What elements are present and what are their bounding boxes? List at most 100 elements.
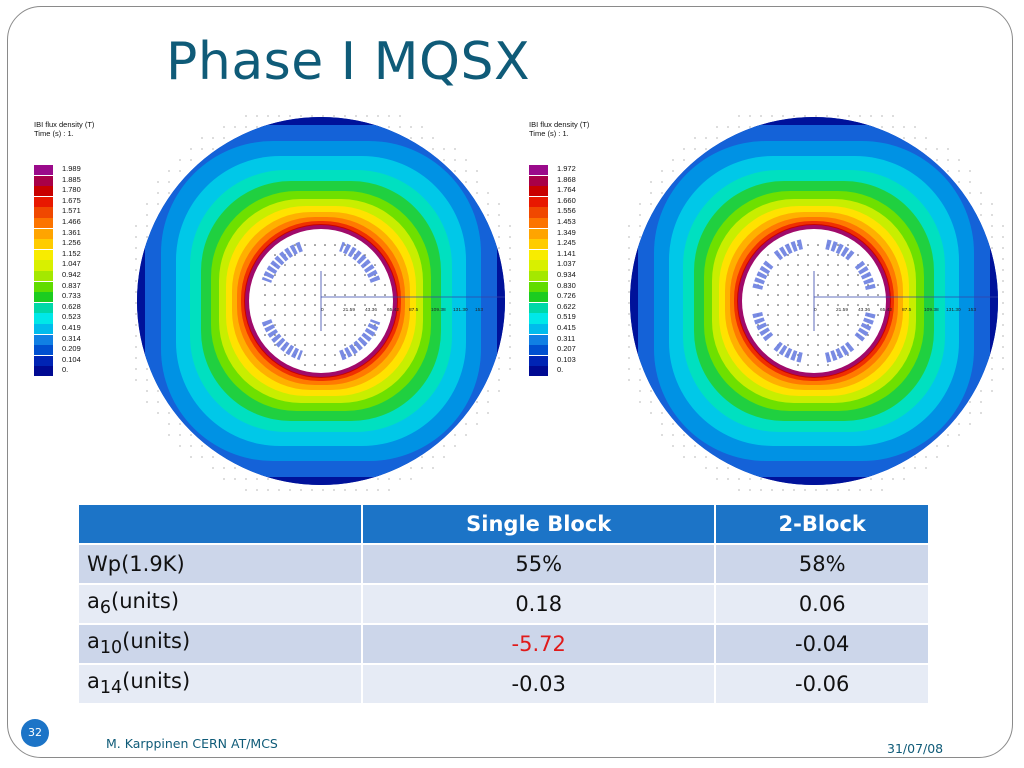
grid-dot bbox=[135, 302, 137, 304]
grid-dot bbox=[454, 159, 456, 161]
grid-dot bbox=[509, 313, 511, 315]
legend-swatch bbox=[34, 239, 53, 250]
grid-dot bbox=[421, 456, 423, 458]
grid-dot bbox=[628, 357, 630, 359]
legend-value: 1.245 bbox=[557, 238, 576, 248]
legend-value: 0.934 bbox=[557, 269, 576, 279]
grid-dot bbox=[454, 148, 456, 150]
grid-dot bbox=[509, 368, 511, 370]
table-row: a14(units) -0.03 -0.06 bbox=[79, 665, 928, 703]
field-arrow bbox=[344, 304, 346, 306]
field-arrow bbox=[797, 284, 799, 286]
field-arrow bbox=[334, 354, 336, 356]
field-arrow bbox=[797, 334, 799, 336]
legend-value: 0.311 bbox=[557, 333, 576, 343]
field-arrow bbox=[324, 314, 326, 316]
field-arrow bbox=[767, 274, 769, 276]
field-arrow bbox=[284, 324, 286, 326]
field-arrow bbox=[827, 344, 829, 346]
field-arrow bbox=[354, 314, 356, 316]
field-arrow bbox=[294, 344, 296, 346]
grid-dot bbox=[969, 181, 971, 183]
field-arrow bbox=[334, 294, 336, 296]
field-arrow bbox=[837, 344, 839, 346]
field-arrow bbox=[354, 334, 356, 336]
grid-dot bbox=[223, 137, 225, 139]
field-arrow bbox=[837, 264, 839, 266]
legend-value: 0.103 bbox=[557, 354, 576, 364]
grid-dot bbox=[914, 456, 916, 458]
field-arrow bbox=[867, 284, 869, 286]
legend-value: 0.733 bbox=[62, 291, 81, 301]
field-arrow bbox=[354, 324, 356, 326]
grid-dot bbox=[991, 379, 993, 381]
field-arrow bbox=[284, 264, 286, 266]
grid-dot bbox=[146, 401, 148, 403]
grid-dot bbox=[991, 203, 993, 205]
field-arrow bbox=[314, 264, 316, 266]
grid-dot bbox=[410, 467, 412, 469]
legend-swatch bbox=[529, 217, 548, 229]
grid-dot bbox=[179, 159, 181, 161]
axis-tick-label: 131.30 bbox=[946, 307, 961, 313]
field-arrow bbox=[354, 244, 356, 246]
grid-dot bbox=[694, 148, 696, 150]
field-arrow bbox=[777, 334, 779, 336]
grid-dot bbox=[509, 335, 511, 337]
grid-dot bbox=[628, 313, 630, 315]
grid-dot bbox=[991, 214, 993, 216]
field-arrow bbox=[344, 284, 346, 286]
table-header-row: Single Block 2-Block bbox=[79, 505, 928, 543]
field-arrow bbox=[807, 364, 809, 366]
single-block-value: 0.18 bbox=[363, 585, 715, 623]
field-arrow bbox=[284, 274, 286, 276]
legend-swatch bbox=[529, 239, 548, 250]
field-arrow bbox=[354, 264, 356, 266]
grid-dot bbox=[179, 434, 181, 436]
field-arrow bbox=[807, 244, 809, 246]
grid-dot bbox=[650, 181, 652, 183]
grid-dot bbox=[135, 324, 137, 326]
field-arrow bbox=[364, 254, 366, 256]
grid-dot bbox=[969, 401, 971, 403]
grid-dot bbox=[388, 489, 390, 491]
field-arrow bbox=[847, 274, 849, 276]
row-label: Wp(1.9K) bbox=[79, 545, 361, 583]
grid-dot bbox=[947, 159, 949, 161]
grid-dot bbox=[760, 115, 762, 117]
field-arrow bbox=[364, 274, 366, 276]
grid-dot bbox=[1002, 335, 1004, 337]
grid-dot bbox=[639, 236, 641, 238]
grid-dot bbox=[135, 280, 137, 282]
grid-dot bbox=[628, 379, 630, 381]
coil-block bbox=[261, 318, 304, 361]
field-arrow bbox=[777, 314, 779, 316]
grid-dot bbox=[201, 148, 203, 150]
grid-dot bbox=[782, 489, 784, 491]
grid-dot bbox=[135, 269, 137, 271]
grid-dot bbox=[399, 478, 401, 480]
coil-block bbox=[338, 318, 381, 361]
footer-date: 31/07/08 bbox=[887, 741, 944, 756]
field-arrow bbox=[264, 294, 266, 296]
field-arrow bbox=[857, 314, 859, 316]
field-arrow bbox=[264, 334, 266, 336]
grid-dot bbox=[157, 390, 159, 392]
grid-dot bbox=[804, 115, 806, 117]
field-arrow bbox=[294, 304, 296, 306]
field-arrow bbox=[374, 294, 376, 296]
grid-dot bbox=[661, 412, 663, 414]
field-arrow bbox=[817, 264, 819, 266]
grid-dot bbox=[705, 148, 707, 150]
legend-value: 0.209 bbox=[62, 344, 81, 354]
grid-dot bbox=[234, 126, 236, 128]
grid-dot bbox=[705, 456, 707, 458]
coil-block bbox=[854, 311, 876, 342]
grid-dot bbox=[278, 489, 280, 491]
grid-dot bbox=[278, 115, 280, 117]
field-arrow bbox=[304, 294, 306, 296]
grid-dot bbox=[837, 489, 839, 491]
grid-dot bbox=[168, 423, 170, 425]
field-arrow bbox=[777, 284, 779, 286]
field-arrow bbox=[314, 294, 316, 296]
